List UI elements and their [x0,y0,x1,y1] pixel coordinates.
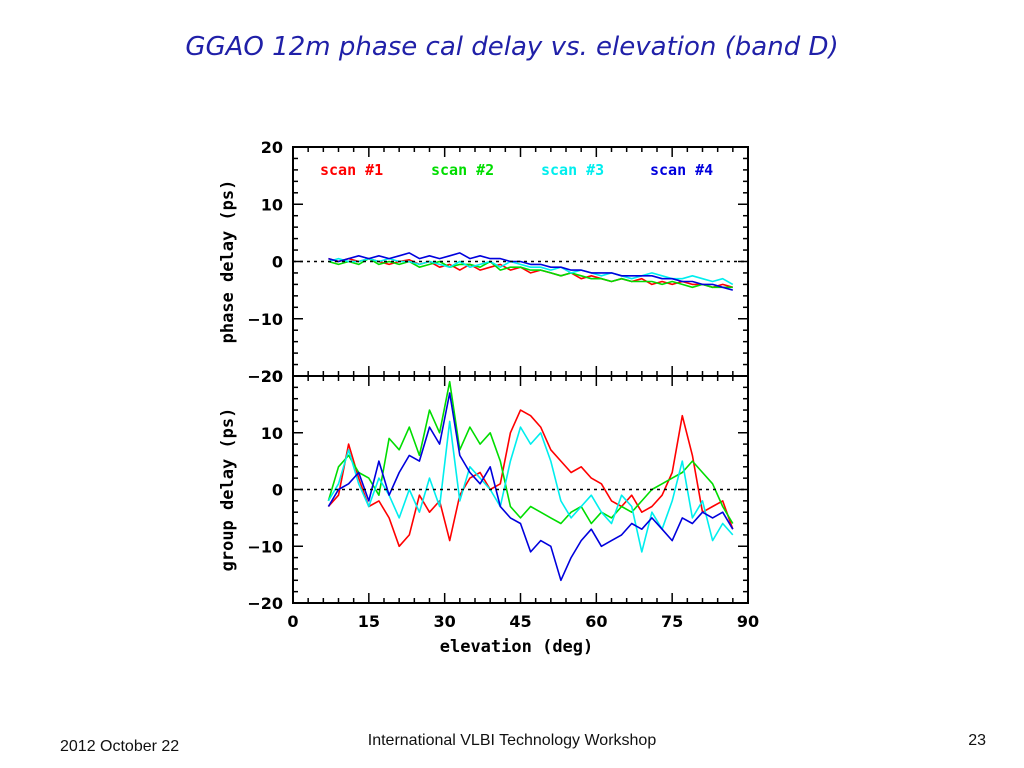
legend-scan-4: scan #4 [650,161,713,179]
group-series-scan-1 [327,409,734,548]
phase-ytick-label: 0 [272,253,283,272]
group-series-scan-3 [327,420,734,553]
legend-scan-2: scan #2 [431,161,494,179]
group-ytick-label: 20 [261,367,283,386]
footer-event: International VLBI Technology Workshop [367,732,657,749]
page-number: 23 [968,732,986,749]
group-ytick-label: 10 [261,424,283,443]
phase-series-scan-1 [328,257,734,289]
xtick-label: 45 [509,612,531,631]
slide-title: GGAO 12m phase cal delay vs. elevation (… [185,32,839,62]
phase-series-scan-3 [328,257,734,286]
group-series-scan-2 [327,380,734,525]
xtick-label: 30 [434,612,456,631]
xlabel: elevation (deg) [440,637,594,657]
group-panel: −20 −10 0 10 20 group delay (ps) [218,367,749,613]
xtick-label: 75 [661,612,683,631]
phase-series-scan-4 [328,252,734,291]
legend-scan-3: scan #3 [541,161,604,179]
group-ytick-label: 0 [272,481,283,500]
phase-ytick-label: −20 [247,367,283,386]
xtick-label: 60 [585,612,607,631]
legend-scan-1: scan #1 [320,161,383,179]
xtick-label: 90 [737,612,759,631]
group-series-scan-4 [327,392,734,582]
phase-ylabel: phase delay (ps) [218,180,238,344]
xtick-label: 15 [358,612,380,631]
group-ytick-label: −20 [247,594,283,613]
phase-ytick-label: 10 [261,195,283,214]
xtick-label: 0 [287,612,298,631]
phase-series-scan-2 [328,257,733,289]
phase-ytick-label: 20 [261,138,283,157]
footer-date: 2012 October 22 [60,738,180,755]
phase-panel: −20 −10 0 10 20 phase delay (ps) scan #1 scan #… [218,138,749,386]
phase-ytick-label: −10 [247,310,283,329]
group-ylabel: group delay (ps) [218,408,238,572]
group-ytick-label: −10 [247,537,283,556]
